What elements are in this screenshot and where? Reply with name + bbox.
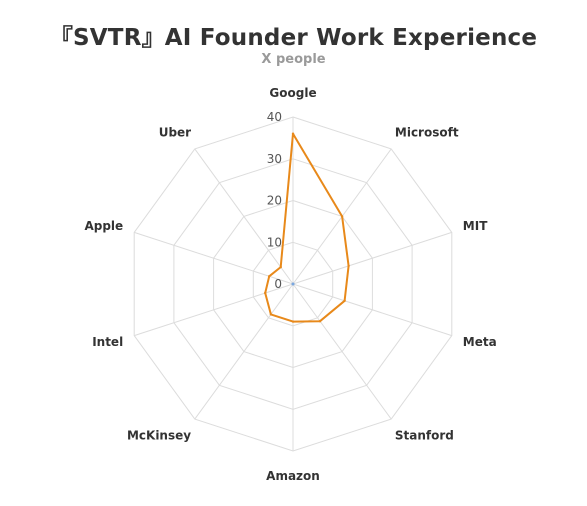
category-label-amazon: Amazon xyxy=(266,469,320,483)
category-label-mit: MIT xyxy=(463,219,488,233)
center-point xyxy=(291,282,295,286)
category-labels: Google Microsoft MIT Meta Stanford Amazon McKi… xyxy=(84,86,496,483)
grid-spoke xyxy=(292,283,452,337)
category-label-intel: Intel xyxy=(92,335,123,349)
data-point-meta xyxy=(343,299,346,302)
category-label-microsoft: Microsoft xyxy=(395,126,459,140)
category-label-apple: Apple xyxy=(84,219,123,233)
category-label-google: Google xyxy=(269,86,316,100)
data-point-stanford xyxy=(318,320,322,323)
grid-spoke xyxy=(194,148,294,285)
radial-tick-label: 30 xyxy=(267,152,282,166)
data-point-amazon xyxy=(291,320,295,323)
grid-spoke xyxy=(292,283,392,420)
category-label-meta: Meta xyxy=(463,335,497,349)
data-point-microsoft xyxy=(340,215,344,218)
chart-subtitle: X people xyxy=(261,52,326,67)
data-point-uber xyxy=(279,265,282,269)
grid-spoke xyxy=(134,231,294,285)
data-point-google xyxy=(291,132,295,135)
grid-spoke xyxy=(292,231,452,285)
radial-axis-ticks: 0 10 20 30 40 xyxy=(267,110,282,291)
category-label-uber: Uber xyxy=(159,126,191,140)
data-point-mit xyxy=(347,264,350,268)
data-point-intel xyxy=(264,291,267,295)
radial-tick-label: 20 xyxy=(267,194,282,208)
data-point-apple xyxy=(268,275,271,278)
grid-spoke xyxy=(194,283,294,420)
category-label-stanford: Stanford xyxy=(395,428,454,442)
chart-title: 『SVTR』AI Founder Work Experience xyxy=(49,25,538,51)
grid-spoke xyxy=(134,283,294,337)
category-label-mckinsey: McKinsey xyxy=(127,428,191,442)
series-layer xyxy=(264,132,350,323)
radial-tick-label: 10 xyxy=(267,235,282,249)
radial-tick-label: 0 xyxy=(274,277,282,291)
radial-tick-label: 40 xyxy=(267,110,282,124)
data-point-mckinsey xyxy=(269,313,273,316)
